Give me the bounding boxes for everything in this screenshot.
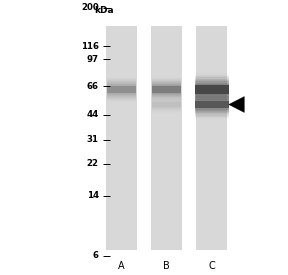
Bar (107, 86, 136, 93)
Bar (195, 97, 229, 112)
Bar (195, 98, 229, 111)
Bar (107, 85, 136, 94)
Bar (152, 77, 181, 102)
Bar (152, 86, 181, 93)
Bar (195, 96, 229, 113)
Bar (152, 101, 181, 108)
Bar (152, 85, 181, 94)
Bar (152, 98, 181, 111)
Text: 22: 22 (87, 160, 99, 168)
Text: A: A (118, 261, 125, 271)
Bar (152, 79, 181, 100)
Bar (107, 79, 136, 100)
Bar (107, 82, 136, 97)
Text: 44: 44 (87, 111, 99, 119)
Text: kDa: kDa (94, 6, 114, 15)
Bar (152, 102, 181, 107)
Bar (152, 102, 181, 107)
Bar (195, 99, 229, 110)
Bar (195, 84, 229, 95)
Bar (152, 99, 181, 110)
Polygon shape (229, 97, 244, 112)
Bar (152, 98, 181, 111)
Bar (152, 86, 181, 93)
Text: 97: 97 (87, 54, 99, 64)
Bar (195, 91, 229, 118)
Bar (152, 82, 181, 97)
Bar (107, 86, 136, 93)
Bar (107, 81, 136, 98)
Bar (195, 101, 229, 108)
Text: 66: 66 (87, 82, 99, 91)
Text: 116: 116 (81, 42, 99, 51)
Text: 200: 200 (81, 4, 99, 12)
Text: 6: 6 (93, 251, 99, 260)
Bar (152, 78, 181, 101)
Bar (107, 83, 136, 96)
Bar (152, 96, 181, 113)
Bar (195, 94, 229, 115)
Bar (152, 83, 181, 96)
Bar (195, 80, 229, 99)
Bar (152, 81, 181, 98)
Bar (152, 97, 181, 112)
Bar (152, 97, 181, 112)
Bar (195, 85, 229, 94)
Bar (195, 81, 229, 98)
Text: C: C (209, 261, 215, 271)
Bar (195, 79, 229, 100)
Bar (195, 77, 229, 102)
Text: B: B (163, 261, 170, 271)
Bar (152, 84, 181, 95)
Bar (195, 82, 229, 97)
Text: 31: 31 (87, 135, 99, 144)
Bar (152, 101, 181, 108)
Bar (107, 84, 136, 95)
Bar (107, 78, 136, 101)
Bar (106, 26, 137, 250)
Bar (107, 80, 136, 99)
Bar (195, 73, 229, 106)
Bar (107, 77, 136, 102)
Bar (196, 26, 227, 250)
Bar (152, 80, 181, 99)
Bar (152, 100, 181, 109)
Bar (195, 76, 229, 103)
Bar (195, 95, 229, 114)
Bar (195, 101, 229, 108)
Bar (195, 90, 229, 119)
Bar (151, 26, 182, 250)
Bar (195, 85, 229, 94)
Bar (195, 92, 229, 117)
Bar (195, 75, 229, 104)
Text: 14: 14 (87, 191, 99, 200)
